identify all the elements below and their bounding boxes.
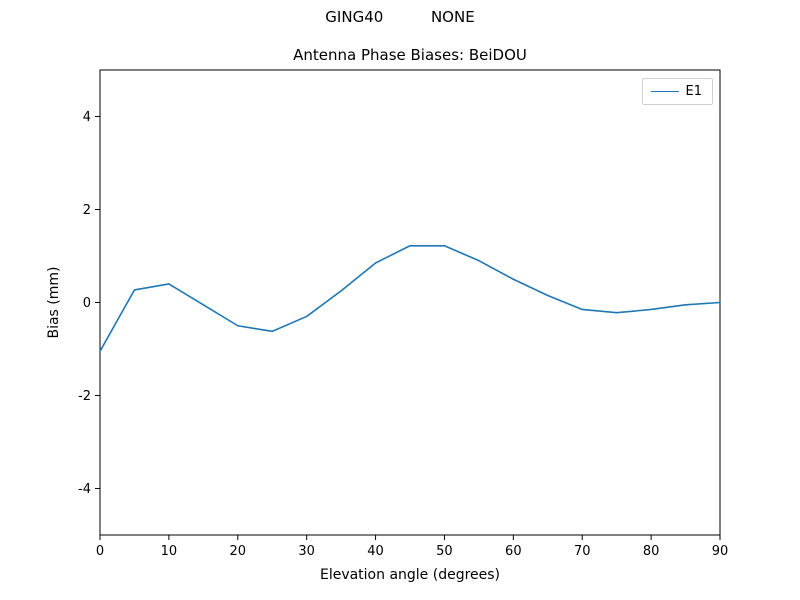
series-line-E1	[99, 244, 721, 353]
x-tick-label: 10	[161, 544, 178, 559]
y-tick-label: 0	[83, 296, 91, 311]
legend: E1	[641, 78, 713, 105]
x-tick-label: 0	[96, 544, 104, 559]
y-tick-label: -2	[78, 389, 91, 404]
x-tick-label: 60	[505, 544, 522, 559]
x-tick-label: 80	[643, 544, 660, 559]
plot-border	[99, 69, 721, 536]
y-tick-label: 4	[83, 110, 91, 125]
figure-suptitle: GING40 NONE	[325, 8, 475, 26]
y-axis-label: Bias (mm)	[46, 266, 62, 338]
legend-line-swatch	[650, 91, 679, 92]
y-tick-label: 2	[83, 203, 91, 218]
legend-label: E1	[685, 84, 703, 99]
x-tick-label: 70	[574, 544, 591, 559]
chart-title: Antenna Phase Biases: BeiDOU	[293, 46, 527, 64]
x-axis-label: Elevation angle (degrees)	[320, 567, 500, 583]
x-tick-label: 30	[298, 544, 315, 559]
x-tick-label: 90	[712, 544, 729, 559]
y-tick-label: -4	[78, 482, 91, 497]
x-tick-label: 40	[367, 544, 384, 559]
x-tick-label: 20	[230, 544, 247, 559]
x-tick-label: 50	[436, 544, 453, 559]
